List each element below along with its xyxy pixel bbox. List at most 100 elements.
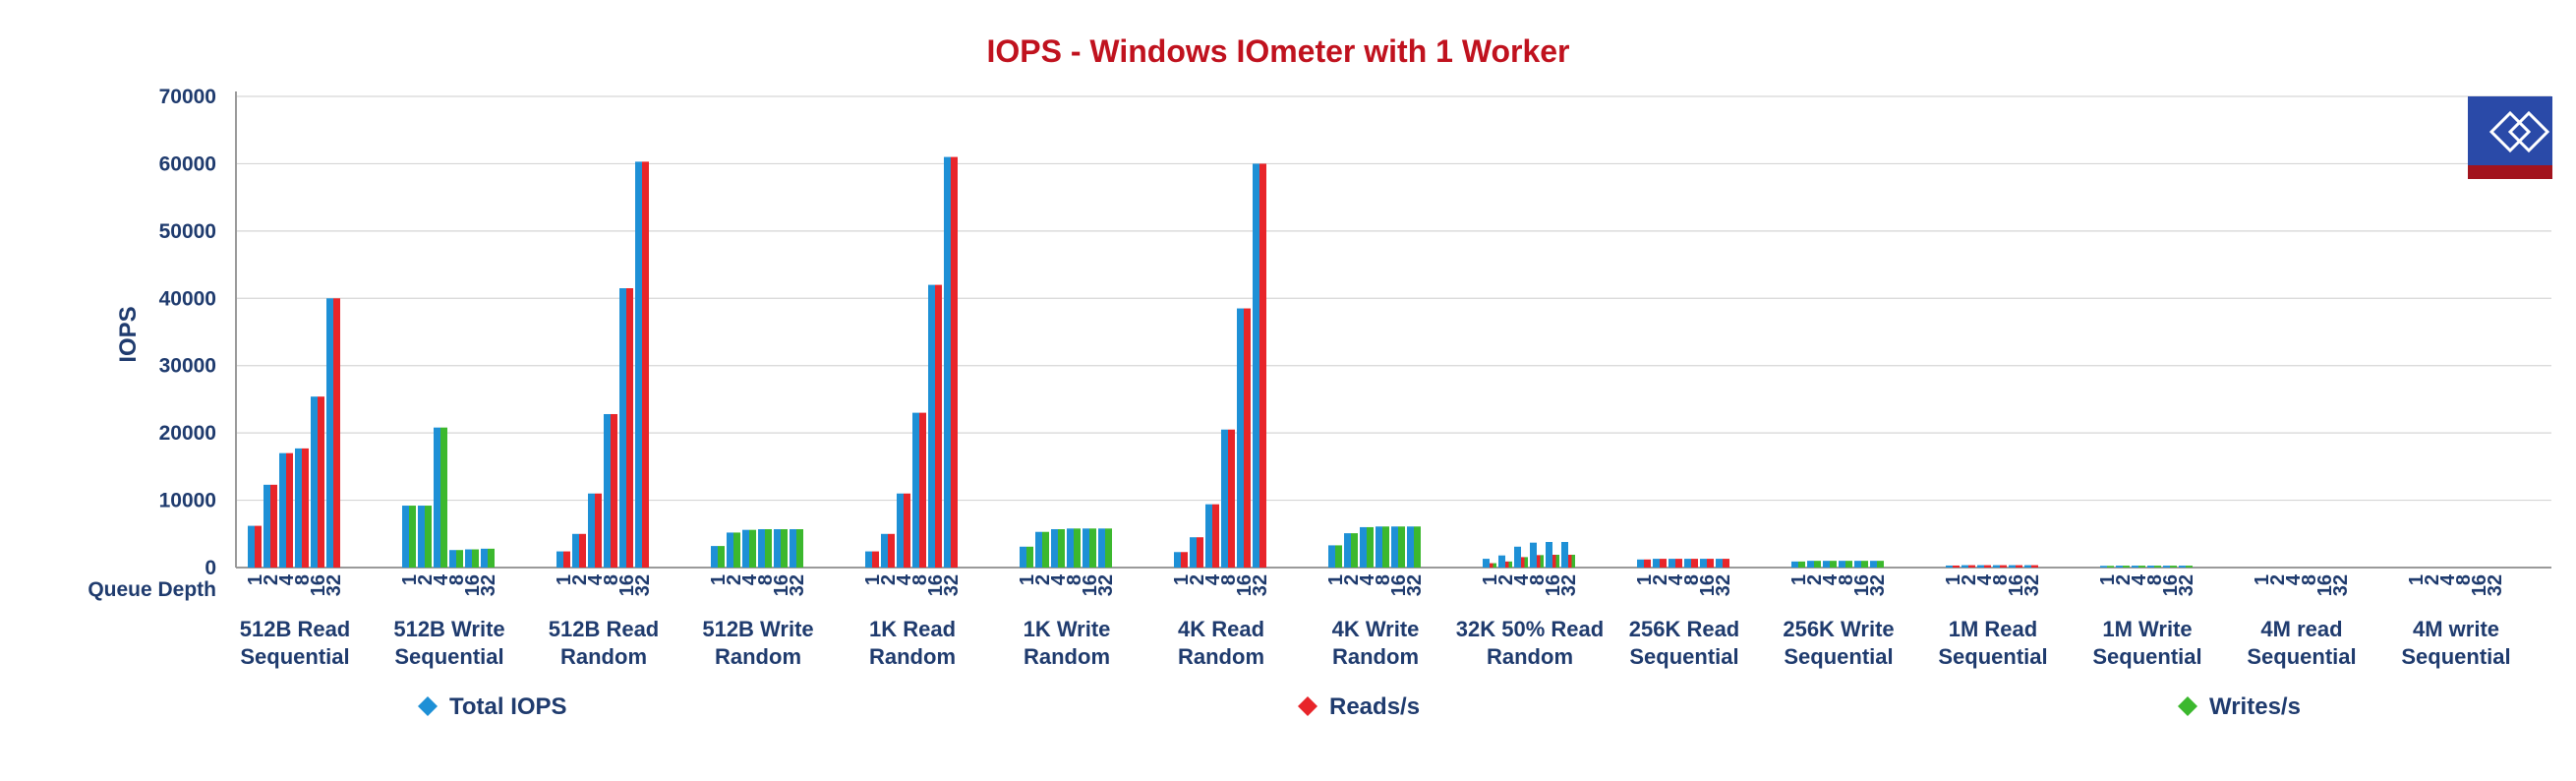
queue-depth-tick-label: 2: [1341, 574, 1363, 585]
bar-reads: [642, 161, 649, 568]
queue-depth-tick-label: 32: [1713, 574, 1734, 596]
bar-total-iops: [326, 298, 333, 568]
category-label-line2: Sequential: [1629, 644, 1738, 669]
category-label-line2: Sequential: [1938, 644, 2047, 669]
bar-reads: [2016, 565, 2022, 568]
bar-total-iops: [944, 156, 951, 569]
queue-depth-tick-label: 8: [1990, 574, 2012, 585]
bar-reads: [1691, 559, 1698, 568]
bar-total-iops: [1961, 565, 1968, 568]
bar-reads: [1228, 429, 1235, 568]
queue-depth-tick-label: 8: [755, 574, 777, 585]
queue-depth-tick-label: 1: [2406, 574, 2428, 585]
bar-reads: [1197, 537, 1203, 568]
legend-marker-reads: [1298, 696, 1317, 716]
y-axis-label: IOPS: [115, 306, 142, 362]
bar-writes: [1058, 528, 1065, 568]
queue-depth-tick-label: 32: [478, 574, 499, 596]
bar-reads: [888, 533, 895, 568]
logo-icon: [2468, 96, 2552, 179]
bar-reads: [286, 452, 293, 568]
queue-depth-tick-label: 16: [1234, 574, 1256, 596]
queue-depth-tick-label: 16: [1543, 574, 1564, 596]
bar-writes: [718, 546, 725, 568]
bar-writes: [1398, 526, 1405, 568]
bar-writes: [1555, 554, 1559, 568]
queue-depth-tick-label: 16: [1697, 574, 1719, 596]
bar-total-iops: [619, 288, 626, 568]
queue-depth-tick-label: 8: [1373, 574, 1394, 585]
bar-reads: [2031, 565, 2038, 568]
legend-marker-writes: [2178, 696, 2197, 716]
bar-total-iops: [449, 550, 456, 568]
bar-writes: [1540, 555, 1544, 568]
bar-total-iops: [1561, 541, 1568, 568]
bar-writes: [409, 506, 416, 568]
bar-total-iops: [711, 546, 718, 568]
bar-writes: [1845, 561, 1852, 568]
queue-depth-tick-label: 8: [1836, 574, 1857, 585]
bar-writes: [425, 506, 432, 568]
legend-marker-total: [418, 696, 438, 716]
queue-depth-tick-label: 1: [399, 574, 421, 585]
bars: [248, 156, 2193, 569]
bar-total-iops: [1051, 528, 1058, 568]
bar-writes: [2107, 566, 2114, 568]
bar-total-iops: [774, 528, 781, 568]
category-label-line1: 256K Read: [1629, 617, 1740, 641]
queue-depth-tick-label: 8: [1527, 574, 1549, 585]
bar-reads: [563, 551, 570, 568]
bar-total-iops: [481, 548, 488, 568]
bar-total-iops: [881, 533, 888, 568]
bar-reads: [579, 533, 586, 568]
queue-depth-tick-label: 32: [1867, 574, 1889, 596]
bar-total-iops: [556, 551, 563, 568]
bar-reads: [1723, 559, 1729, 568]
queue-depth-tick-label: 4: [585, 573, 607, 585]
queue-depth-tick-label: 1: [2252, 574, 2273, 585]
queue-depth-tick-label: 32: [1250, 574, 1271, 596]
bar-reads: [333, 298, 340, 568]
category-label-line1: 4M write: [2413, 617, 2499, 641]
bar-total-iops: [279, 452, 286, 568]
bar-reads: [1537, 555, 1541, 568]
bar-total-iops: [1791, 561, 1798, 568]
category-label-line2: Sequential: [2401, 644, 2510, 669]
queue-depth-tick-label: 2: [1495, 574, 1517, 585]
queue-depth-tick-label: 32: [323, 574, 345, 596]
queue-depth-tick-label: 8: [2144, 574, 2166, 585]
bar-reads: [951, 156, 958, 569]
queue-depth-tick-label: 8: [909, 574, 931, 585]
queue-depth-tick-label: 32: [941, 574, 963, 596]
category-label-line2: Random: [560, 644, 647, 669]
category-label-line1: 512B Write: [702, 617, 813, 641]
y-tick-label: 40000: [159, 287, 216, 310]
bar-reads: [1490, 563, 1493, 568]
queue-depth-tick-label: 2: [878, 574, 900, 585]
queue-depth-tick-label: 32: [787, 574, 808, 596]
bar-writes: [456, 550, 463, 568]
category-label-line1: 1M Read: [1949, 617, 2037, 641]
queue-depth-tick-label: 32: [2485, 574, 2506, 596]
y-tick-label: 70000: [159, 86, 216, 108]
category-label-line1: 512B Write: [393, 617, 504, 641]
bar-reads: [1212, 504, 1219, 568]
bar-writes: [1026, 546, 1033, 568]
category-label-line2: Sequential: [1784, 644, 1893, 669]
queue-depth-tick-label: 1: [1017, 574, 1038, 585]
queue-depth-tick-label: 2: [261, 574, 282, 585]
bar-total-iops: [1546, 541, 1552, 568]
queue-depth-tick-label: 1: [1325, 574, 1347, 585]
bar-total-iops: [758, 528, 765, 568]
queue-depth-tick-label: 4: [739, 573, 761, 585]
bar-total-iops: [588, 493, 595, 568]
queue-depth-tick-label: 32: [2021, 574, 2043, 596]
category-label-line2: Random: [1024, 644, 1110, 669]
bar-reads: [1568, 554, 1572, 568]
bar-total-iops: [1483, 559, 1490, 568]
bar-total-iops: [897, 493, 904, 568]
bar-total-iops: [402, 506, 409, 568]
queue-depth-tick-label: 16: [771, 574, 792, 596]
bar-writes: [2170, 566, 2177, 568]
